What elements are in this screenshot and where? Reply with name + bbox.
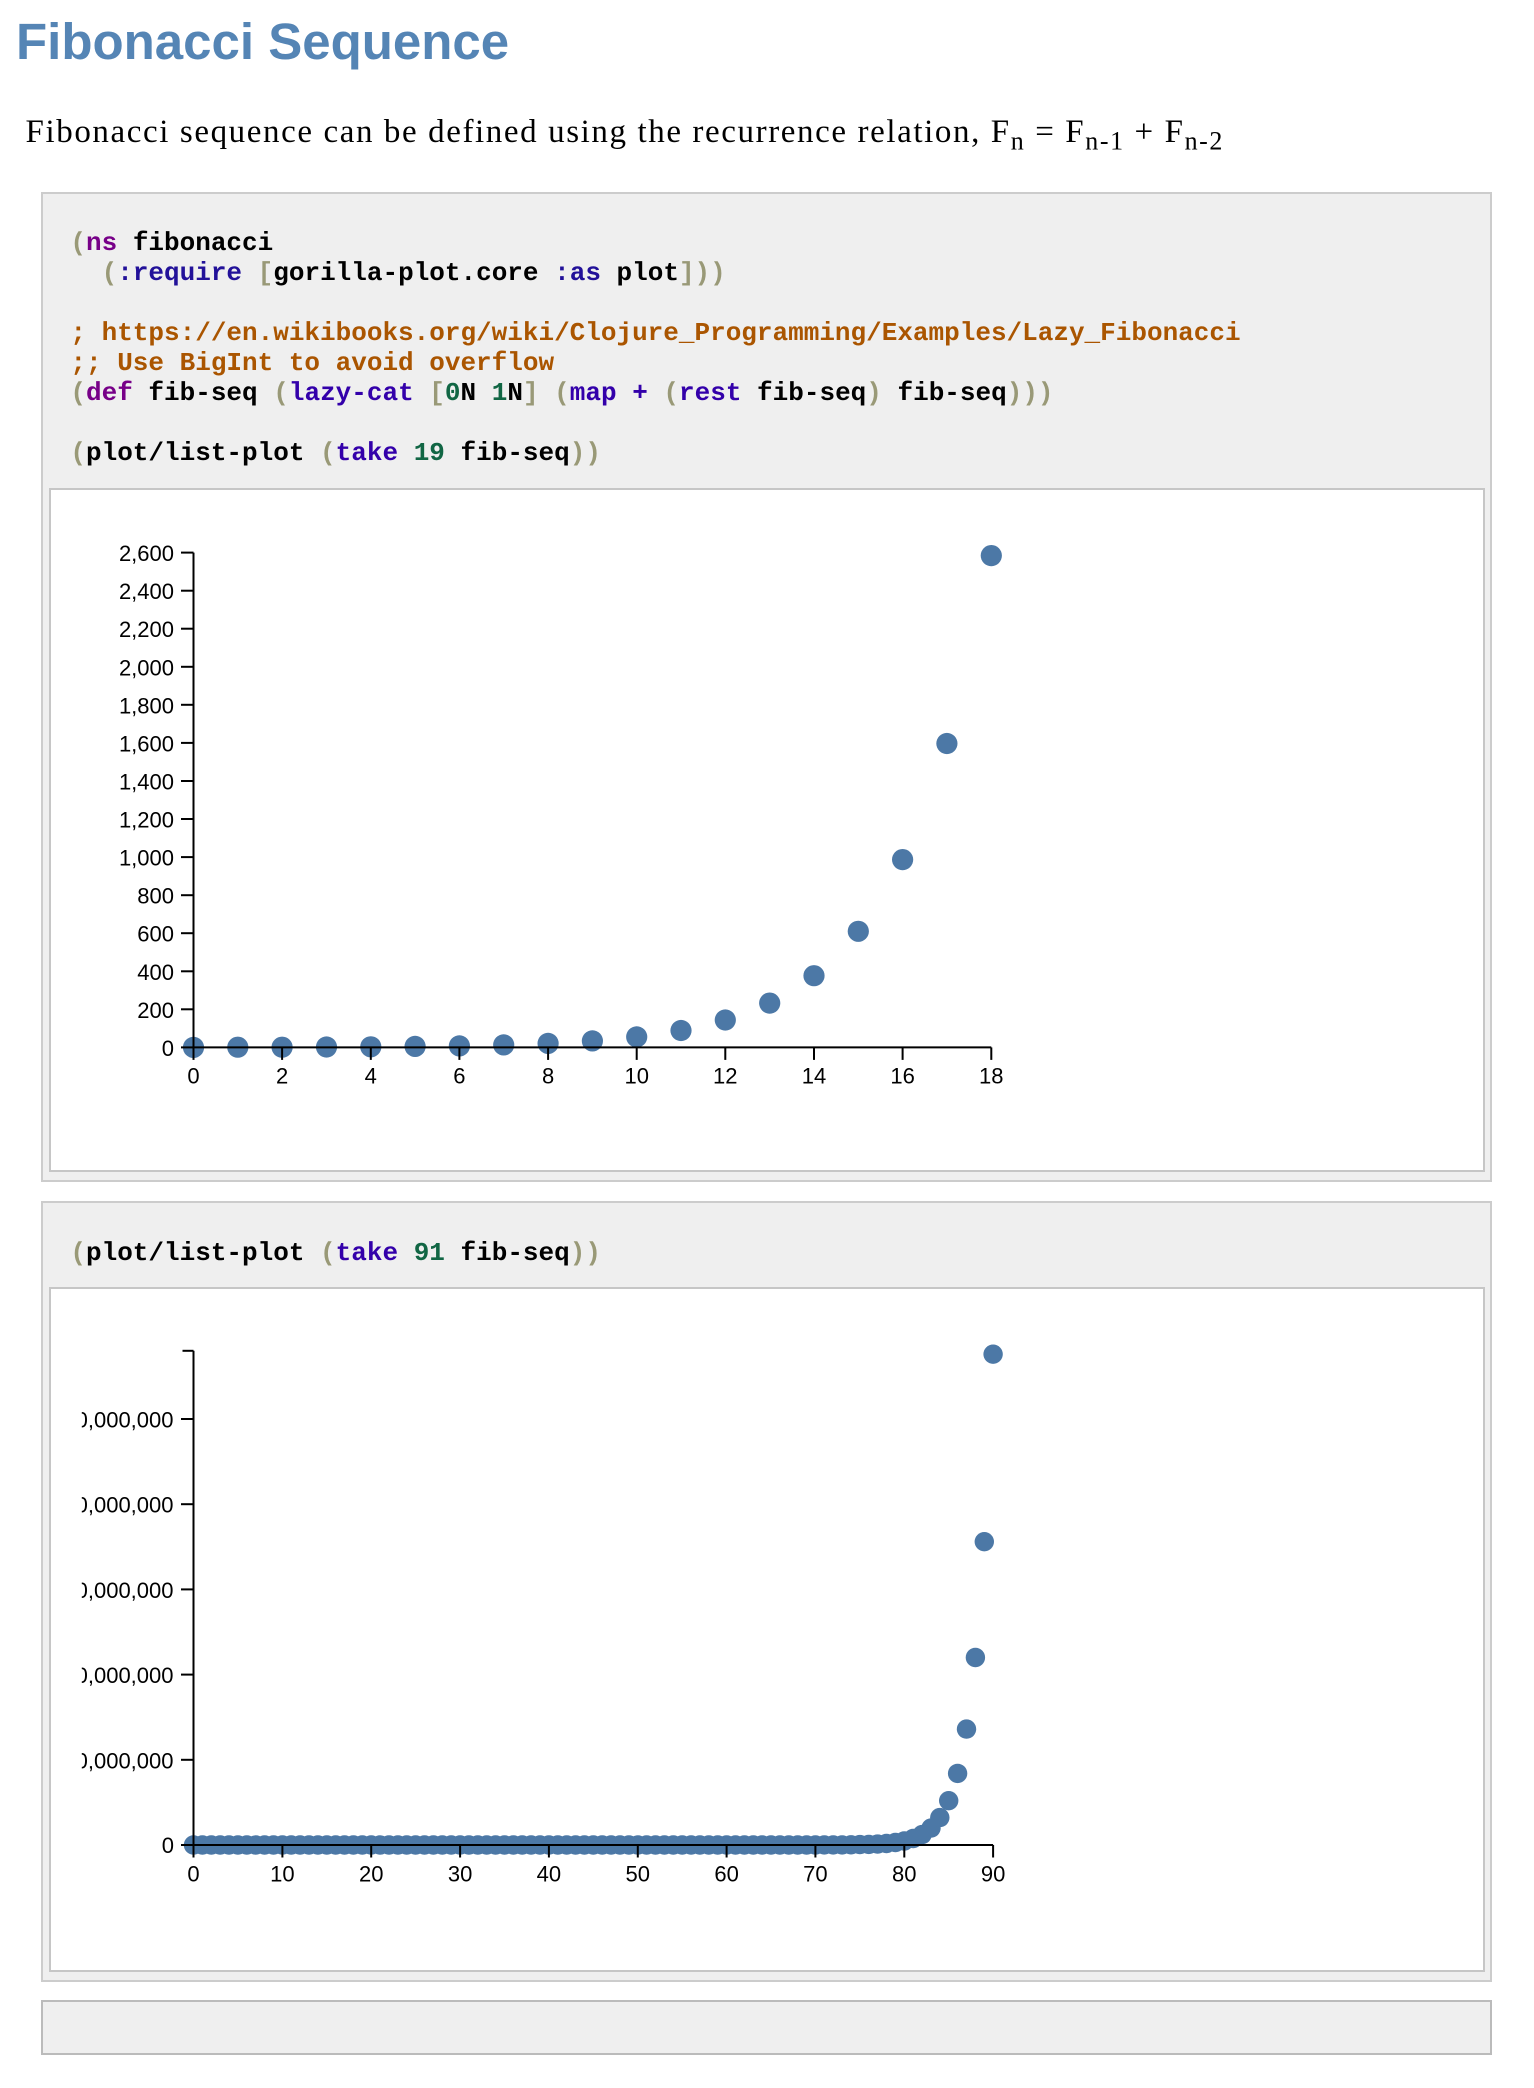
svg-text:00,000,000: 00,000,000 bbox=[63, 1408, 173, 1433]
svg-text:1,200: 1,200 bbox=[119, 808, 174, 833]
svg-text:800: 800 bbox=[137, 884, 174, 909]
svg-text:16: 16 bbox=[890, 1064, 914, 1089]
svg-text:14: 14 bbox=[802, 1064, 826, 1089]
svg-text:1,800: 1,800 bbox=[119, 693, 174, 718]
svg-text:6: 6 bbox=[453, 1064, 465, 1089]
svg-text:0: 0 bbox=[187, 1862, 199, 1887]
svg-text:10: 10 bbox=[270, 1862, 294, 1887]
svg-text:40: 40 bbox=[537, 1862, 561, 1887]
svg-text:00,000,000: 00,000,000 bbox=[63, 1663, 173, 1688]
svg-text:30: 30 bbox=[448, 1862, 472, 1887]
svg-text:1,400: 1,400 bbox=[119, 770, 174, 795]
svg-text:1,600: 1,600 bbox=[119, 731, 174, 756]
svg-text:2,200: 2,200 bbox=[119, 617, 174, 642]
svg-text:10: 10 bbox=[624, 1064, 648, 1089]
svg-text:20: 20 bbox=[359, 1862, 383, 1887]
svg-text:60: 60 bbox=[714, 1862, 738, 1887]
svg-text:70: 70 bbox=[803, 1862, 827, 1887]
svg-text:2,400: 2,400 bbox=[119, 579, 174, 604]
svg-text:0: 0 bbox=[162, 1036, 174, 1061]
svg-text:90: 90 bbox=[981, 1862, 1005, 1887]
svg-text:2,600: 2,600 bbox=[119, 541, 174, 566]
svg-text:12: 12 bbox=[713, 1064, 737, 1089]
svg-text:00,000,000: 00,000,000 bbox=[63, 1493, 173, 1518]
svg-text:400: 400 bbox=[137, 960, 174, 985]
svg-text:200: 200 bbox=[137, 998, 174, 1023]
svg-text:600: 600 bbox=[137, 922, 174, 947]
svg-text:0: 0 bbox=[162, 1833, 174, 1858]
svg-text:00,000,000: 00,000,000 bbox=[63, 1578, 173, 1603]
svg-text:4: 4 bbox=[365, 1064, 377, 1089]
svg-text:0: 0 bbox=[187, 1064, 199, 1089]
svg-text:50: 50 bbox=[626, 1862, 650, 1887]
svg-text:00,000,000: 00,000,000 bbox=[63, 1748, 173, 1773]
svg-text:1,000: 1,000 bbox=[119, 846, 174, 871]
svg-text:2: 2 bbox=[276, 1064, 288, 1089]
svg-text:8: 8 bbox=[542, 1064, 554, 1089]
svg-text:2,000: 2,000 bbox=[119, 655, 174, 680]
svg-text:80: 80 bbox=[892, 1862, 916, 1887]
svg-text:18: 18 bbox=[979, 1064, 1003, 1089]
